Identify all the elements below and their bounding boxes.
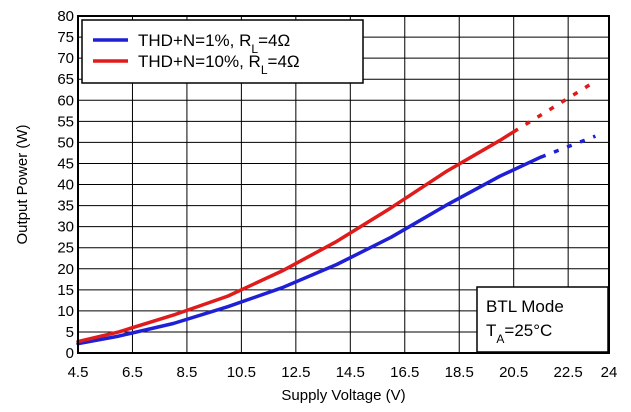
y-tick-label: 75 [57,29,74,46]
x-tick-label: 12.5 [281,364,310,381]
y-tick-label: 45 [57,155,74,172]
mode-annotation-box [476,286,609,353]
y-tick-label: 40 [57,177,74,194]
y-tick-label: 15 [57,282,74,299]
y-tick-label: 70 [57,50,74,67]
legend: THD+N=1%, RL=4Ω THD+N=10%, RL=4Ω [81,19,364,84]
series-extrapolation-1 [512,79,597,134]
y-tick-labels: 0 5 10 15 20 25 30 35 40 45 50 55 60 65 70 75 80 [57,8,74,362]
plot-frame [77,15,610,354]
temperature-label: TA=25°C [486,321,552,346]
y-tick-label: 20 [57,261,74,278]
y-tick-label: 55 [57,113,74,130]
x-tick-label: 20.5 [499,364,528,381]
x-tick-label: 18.5 [445,364,474,381]
x-tick-label: 6.5 [122,364,143,381]
y-tick-label: 60 [57,92,74,109]
y-tick-label: 25 [57,240,74,257]
mode-label: BTL Mode [486,297,564,316]
series-line-0 [76,155,543,346]
x-axis-label: Supply Voltage (V) [281,387,405,404]
y-tick-label: 10 [57,303,74,320]
x-tick-label: 10.5 [227,364,256,381]
y-tick-label: 50 [57,134,74,151]
series-line-1 [76,130,516,344]
y-tick-label: 5 [66,324,74,341]
x-tick-label: 16.5 [390,364,419,381]
x-tick-label: 14.5 [336,364,365,381]
y-tick-label: 65 [57,71,74,88]
x-tick-label: 4.5 [68,364,89,381]
x-tick-label: 24 [601,364,618,381]
y-tick-label: 0 [66,345,74,362]
x-tick-labels: 4.5 6.5 8.5 10.5 12.5 14.5 16.5 18.5 20.5 22.5 24 [68,364,618,381]
y-tick-label: 35 [57,198,74,215]
series-lines [76,79,597,346]
x-tick-label: 8.5 [176,364,197,381]
legend-label-thd-10pct: THD+N=10%, RL=4Ω [138,52,300,77]
y-axis-label: Output Power (W) [14,124,31,244]
legend-label-thd-1pct: THD+N=1%, RL=4Ω [138,31,290,56]
legend-box [81,19,364,84]
y-tick-label: 30 [57,219,74,236]
y-tick-label: 80 [57,8,74,25]
mode-annotation: BTL Mode TA=25°C [476,286,609,353]
x-tick-label: 22.5 [554,364,583,381]
series-extrapolation-0 [540,134,597,159]
